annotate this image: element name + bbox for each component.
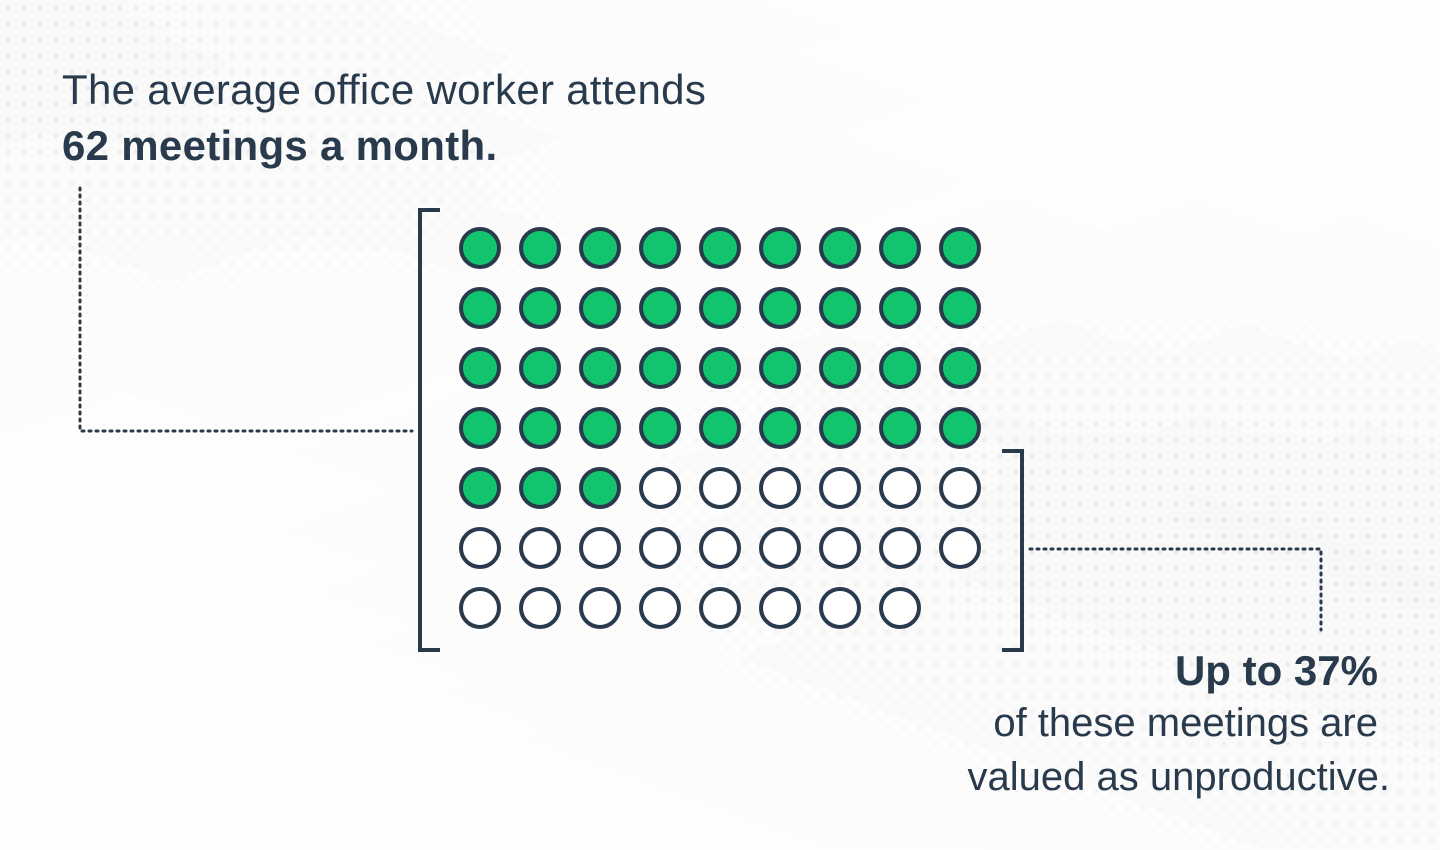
meeting-dot-filled: [759, 407, 801, 449]
meeting-dot-filled: [459, 407, 501, 449]
meeting-dot-empty: [759, 467, 801, 509]
meeting-dot-filled: [459, 347, 501, 389]
stat-callout: Up to 37% of these meetings are valued a…: [968, 646, 1391, 804]
meeting-dots: [459, 227, 981, 629]
meeting-dot-filled: [939, 287, 981, 329]
right-dotted-connector: [1028, 547, 1323, 632]
meeting-dot-filled: [819, 347, 861, 389]
meeting-dot-filled: [879, 287, 921, 329]
meeting-dot-filled: [699, 227, 741, 269]
stat-line1: of these meetings are: [993, 701, 1378, 745]
left-dotted-connector: [78, 186, 414, 433]
meeting-dot-filled: [939, 407, 981, 449]
meeting-dot-filled: [459, 287, 501, 329]
meeting-dot-filled: [639, 287, 681, 329]
meeting-dot-empty: [639, 467, 681, 509]
meeting-dot-empty: [879, 587, 921, 629]
stat-line2: valued as unproductive.: [967, 755, 1391, 799]
meeting-dot-empty: [699, 587, 741, 629]
meeting-dot-empty: [519, 527, 561, 569]
right-bracket: [1002, 449, 1024, 652]
meeting-dot-filled: [639, 227, 681, 269]
meeting-dot-filled: [699, 287, 741, 329]
meeting-dot-filled: [939, 227, 981, 269]
meeting-dot-filled: [879, 227, 921, 269]
meeting-dot-empty: [459, 587, 501, 629]
meeting-dot-filled: [819, 287, 861, 329]
headline-line1: The average office worker attends: [62, 66, 707, 113]
meeting-dot-filled: [759, 287, 801, 329]
meeting-dot-empty: [699, 467, 741, 509]
meeting-dot-filled: [519, 407, 561, 449]
meeting-dot-empty: [699, 527, 741, 569]
meeting-dot-filled: [699, 347, 741, 389]
meeting-dot-empty: [819, 527, 861, 569]
left-bracket: [418, 208, 440, 652]
meeting-dot-filled: [939, 347, 981, 389]
meeting-dot-filled: [519, 227, 561, 269]
meeting-dot-empty: [819, 587, 861, 629]
meeting-dot-empty: [939, 527, 981, 569]
meeting-dot-filled: [759, 347, 801, 389]
meeting-dot-filled: [519, 347, 561, 389]
meeting-dot-filled: [579, 227, 621, 269]
meeting-dot-filled: [579, 407, 621, 449]
meeting-dot-empty: [939, 467, 981, 509]
meeting-dot-empty: [819, 467, 861, 509]
headline-line2: 62 meetings a month.: [62, 122, 498, 169]
meeting-dot-filled: [519, 287, 561, 329]
meeting-dot-filled: [639, 407, 681, 449]
meeting-dot-filled: [579, 467, 621, 509]
headline: The average office worker attends 62 mee…: [62, 62, 706, 174]
meeting-dot-filled: [819, 407, 861, 449]
meeting-dot-filled: [819, 227, 861, 269]
meeting-dot-empty: [459, 527, 501, 569]
meeting-dot-filled: [759, 227, 801, 269]
meeting-dot-filled: [879, 407, 921, 449]
meeting-dot-empty: [759, 587, 801, 629]
meeting-dot-filled: [579, 347, 621, 389]
meeting-dot-empty: [759, 527, 801, 569]
meeting-dot-empty: [879, 467, 921, 509]
meeting-dot-empty: [639, 527, 681, 569]
meeting-dot-empty: [519, 587, 561, 629]
meeting-dot-filled: [459, 227, 501, 269]
meeting-dot-empty: [579, 527, 621, 569]
meeting-dot-filled: [639, 347, 681, 389]
meeting-dot-empty: [579, 587, 621, 629]
stat-value: Up to 37%: [1174, 647, 1378, 694]
meeting-dot-filled: [579, 287, 621, 329]
meeting-dot-filled: [519, 467, 561, 509]
meeting-dot-empty: [639, 587, 681, 629]
meeting-dot-empty: [879, 527, 921, 569]
meeting-dot-filled: [699, 407, 741, 449]
meeting-dot-filled: [459, 467, 501, 509]
meeting-dot-filled: [879, 347, 921, 389]
